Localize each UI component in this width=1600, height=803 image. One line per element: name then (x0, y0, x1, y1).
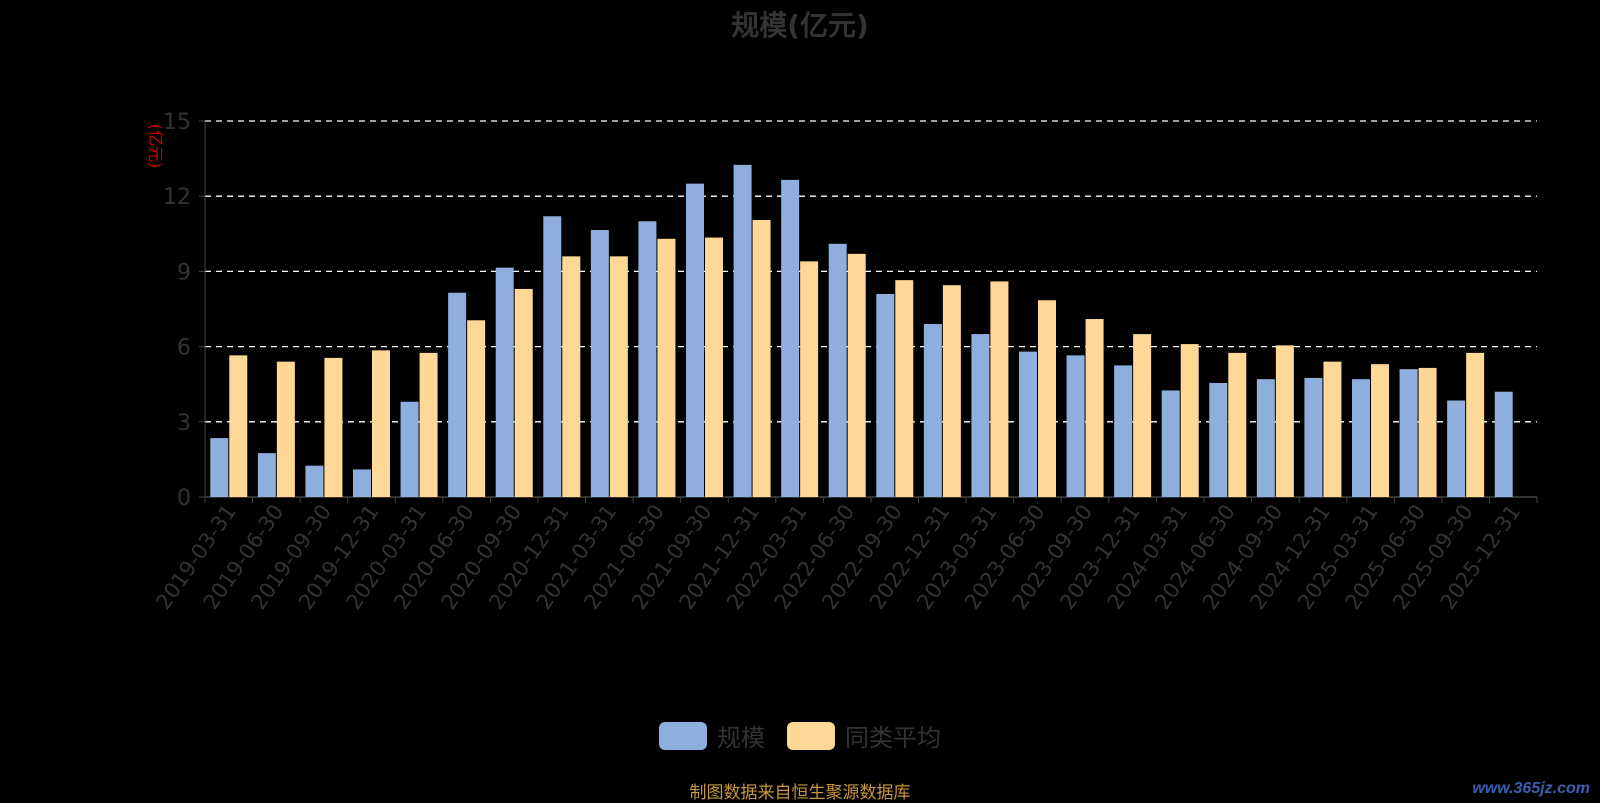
bar-average-2019-09-30 (324, 357, 343, 497)
bar-scale-2022-06-30 (828, 243, 847, 497)
bar-average-2020-09-30 (514, 288, 533, 497)
bar-average-2025-09-30 (1466, 352, 1485, 497)
bar-average-2022-03-31 (800, 261, 819, 497)
bar-average-2019-03-31 (229, 355, 248, 497)
legend-item-scale[interactable]: 规模 (659, 718, 765, 753)
y-tick-label: 6 (177, 336, 191, 361)
bar-scale-2025-06-30 (1399, 369, 1418, 497)
bar-scale-2022-09-30 (876, 293, 895, 497)
bar-scale-2023-12-31 (1114, 365, 1133, 497)
bar-scale-2025-12-31 (1494, 391, 1513, 497)
bar-average-2020-03-31 (419, 352, 438, 497)
bar-scale-2025-03-31 (1352, 379, 1370, 497)
y-tick-label: 12 (163, 185, 191, 210)
bar-scale-2021-09-30 (686, 183, 704, 497)
legend-item-average[interactable]: 同类平均 (787, 718, 941, 753)
bar-average-2022-12-31 (942, 285, 961, 497)
legend-swatch-average (787, 721, 835, 750)
legend-swatch-scale (659, 721, 707, 750)
bar-average-2020-12-31 (562, 256, 581, 497)
bar-scale-2020-12-31 (543, 216, 562, 497)
bar-average-2021-03-31 (609, 256, 628, 497)
bar-average-2024-09-30 (1275, 345, 1294, 497)
bar-scale-2021-03-31 (590, 230, 609, 498)
data-source-note: 制图数据来自恒生聚源数据库 (689, 783, 911, 803)
bar-scale-2023-09-30 (1066, 355, 1085, 497)
bar-average-2019-12-31 (372, 350, 390, 497)
bar-average-2024-03-31 (1180, 344, 1199, 497)
bar-average-2020-06-30 (467, 320, 486, 497)
bar-scale-2023-06-30 (1019, 351, 1037, 497)
y-tick-label: 0 (177, 486, 191, 511)
bar-average-2019-06-30 (276, 361, 295, 497)
bar-scale-2024-03-31 (1161, 390, 1180, 497)
bar-average-2021-12-31 (752, 220, 771, 497)
bar-scale-2022-03-31 (781, 179, 800, 497)
legend-label-average: 同类平均 (845, 724, 941, 752)
bar-scale-2024-12-31 (1304, 377, 1323, 497)
bar-average-2021-06-30 (657, 238, 676, 497)
bars (210, 164, 1513, 498)
bar-average-2023-09-30 (1085, 319, 1104, 497)
bar-scale-2020-06-30 (448, 292, 467, 497)
legend-label-scale: 规模 (717, 724, 765, 752)
bar-scale-2019-09-30 (305, 465, 324, 497)
bar-scale-2024-09-30 (1256, 379, 1275, 497)
legend: 规模 同类平均 (0, 718, 1600, 753)
bar-scale-2021-06-30 (638, 221, 657, 497)
chart-title: 规模(亿元) (731, 9, 869, 42)
bar-scale-2019-12-31 (353, 469, 371, 497)
y-tick-label: 9 (177, 260, 191, 285)
bar-average-2023-06-30 (1038, 300, 1056, 497)
bar-average-2024-06-30 (1228, 352, 1247, 497)
bar-scale-2023-03-31 (971, 334, 990, 497)
bar-scale-2019-03-31 (210, 438, 229, 497)
bar-average-2025-03-31 (1371, 364, 1389, 497)
bar-scale-2020-03-31 (400, 401, 419, 497)
bar-average-2023-03-31 (990, 281, 1009, 497)
bar-scale-2021-12-31 (733, 164, 752, 497)
bar-scale-2022-12-31 (923, 324, 942, 497)
bar-scale-2024-06-30 (1209, 382, 1228, 497)
bar-average-2021-09-30 (705, 237, 723, 497)
y-tick-label: 3 (177, 411, 191, 436)
bar-scale-2019-06-30 (257, 453, 276, 497)
bar-scale-2020-09-30 (495, 267, 514, 497)
bar-scale-2025-09-30 (1447, 400, 1466, 497)
watermark: www.365jz.com (1472, 780, 1590, 797)
y-axis-label: (亿元) (146, 124, 165, 169)
bar-average-2023-12-31 (1133, 334, 1152, 497)
bar-average-2025-06-30 (1418, 367, 1437, 497)
bar-average-2022-06-30 (847, 253, 866, 497)
y-tick-label: 15 (163, 110, 191, 135)
bar-average-2022-09-30 (895, 280, 914, 497)
bar-average-2024-12-31 (1323, 361, 1342, 497)
